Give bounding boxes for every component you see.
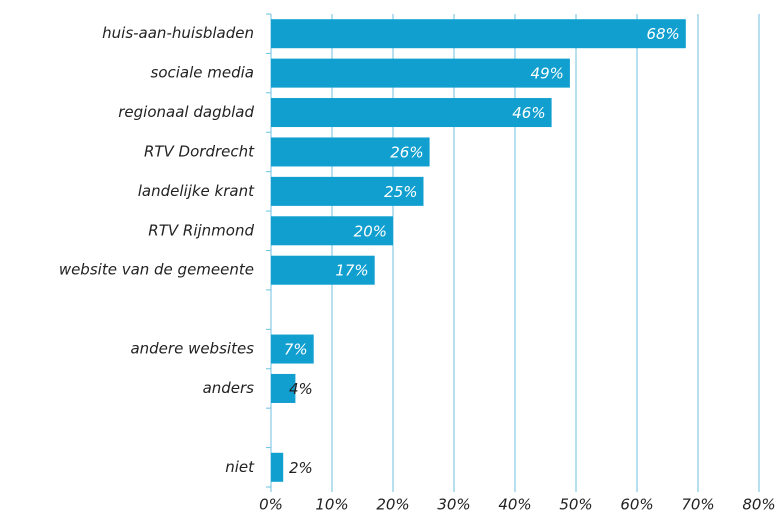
value-label: 68% [646,25,679,43]
y-tick-label: niet [225,458,255,476]
y-tick-label: landelijke krant [138,182,255,200]
bar [271,137,430,167]
y-tick-label: huis-aan-huisbladen [102,24,254,42]
bar [271,176,424,206]
bar [271,98,552,128]
x-tick-label: 70% [681,496,714,514]
x-tick-label: 0% [259,496,283,514]
x-tick-label: 50% [559,496,592,514]
value-label: 7% [284,341,308,359]
y-tick-label: andere websites [130,340,254,358]
x-tick-label: 20% [376,496,409,514]
y-tick-label: website van de gemeente [59,261,254,279]
value-label: 46% [512,104,545,122]
value-label: 17% [335,262,368,280]
value-label: 20% [354,222,387,240]
y-tick-label: anders [203,379,255,397]
bar [271,19,686,49]
y-tick-label: regionaal dagblad [118,103,254,121]
value-label: 2% [289,459,313,477]
x-tick-label: 60% [620,496,653,514]
value-label: 25% [384,183,417,201]
value-label: 4% [289,380,313,398]
x-tick-label: 10% [315,496,348,514]
bar [271,216,393,246]
bar [271,255,375,285]
x-tick-label: 40% [498,496,531,514]
x-tick-label: 30% [437,496,470,514]
value-label: 49% [531,65,564,83]
bar [271,58,570,88]
y-tick-label: sociale media [151,64,254,82]
y-tick-label: RTV Rijnmond [148,221,254,239]
bar [271,373,296,403]
value-label: 26% [390,143,423,161]
bar [271,334,314,364]
y-tick-label: RTV Dordrecht [144,142,255,160]
x-tick-label: 80% [742,496,775,514]
bar [271,452,284,482]
